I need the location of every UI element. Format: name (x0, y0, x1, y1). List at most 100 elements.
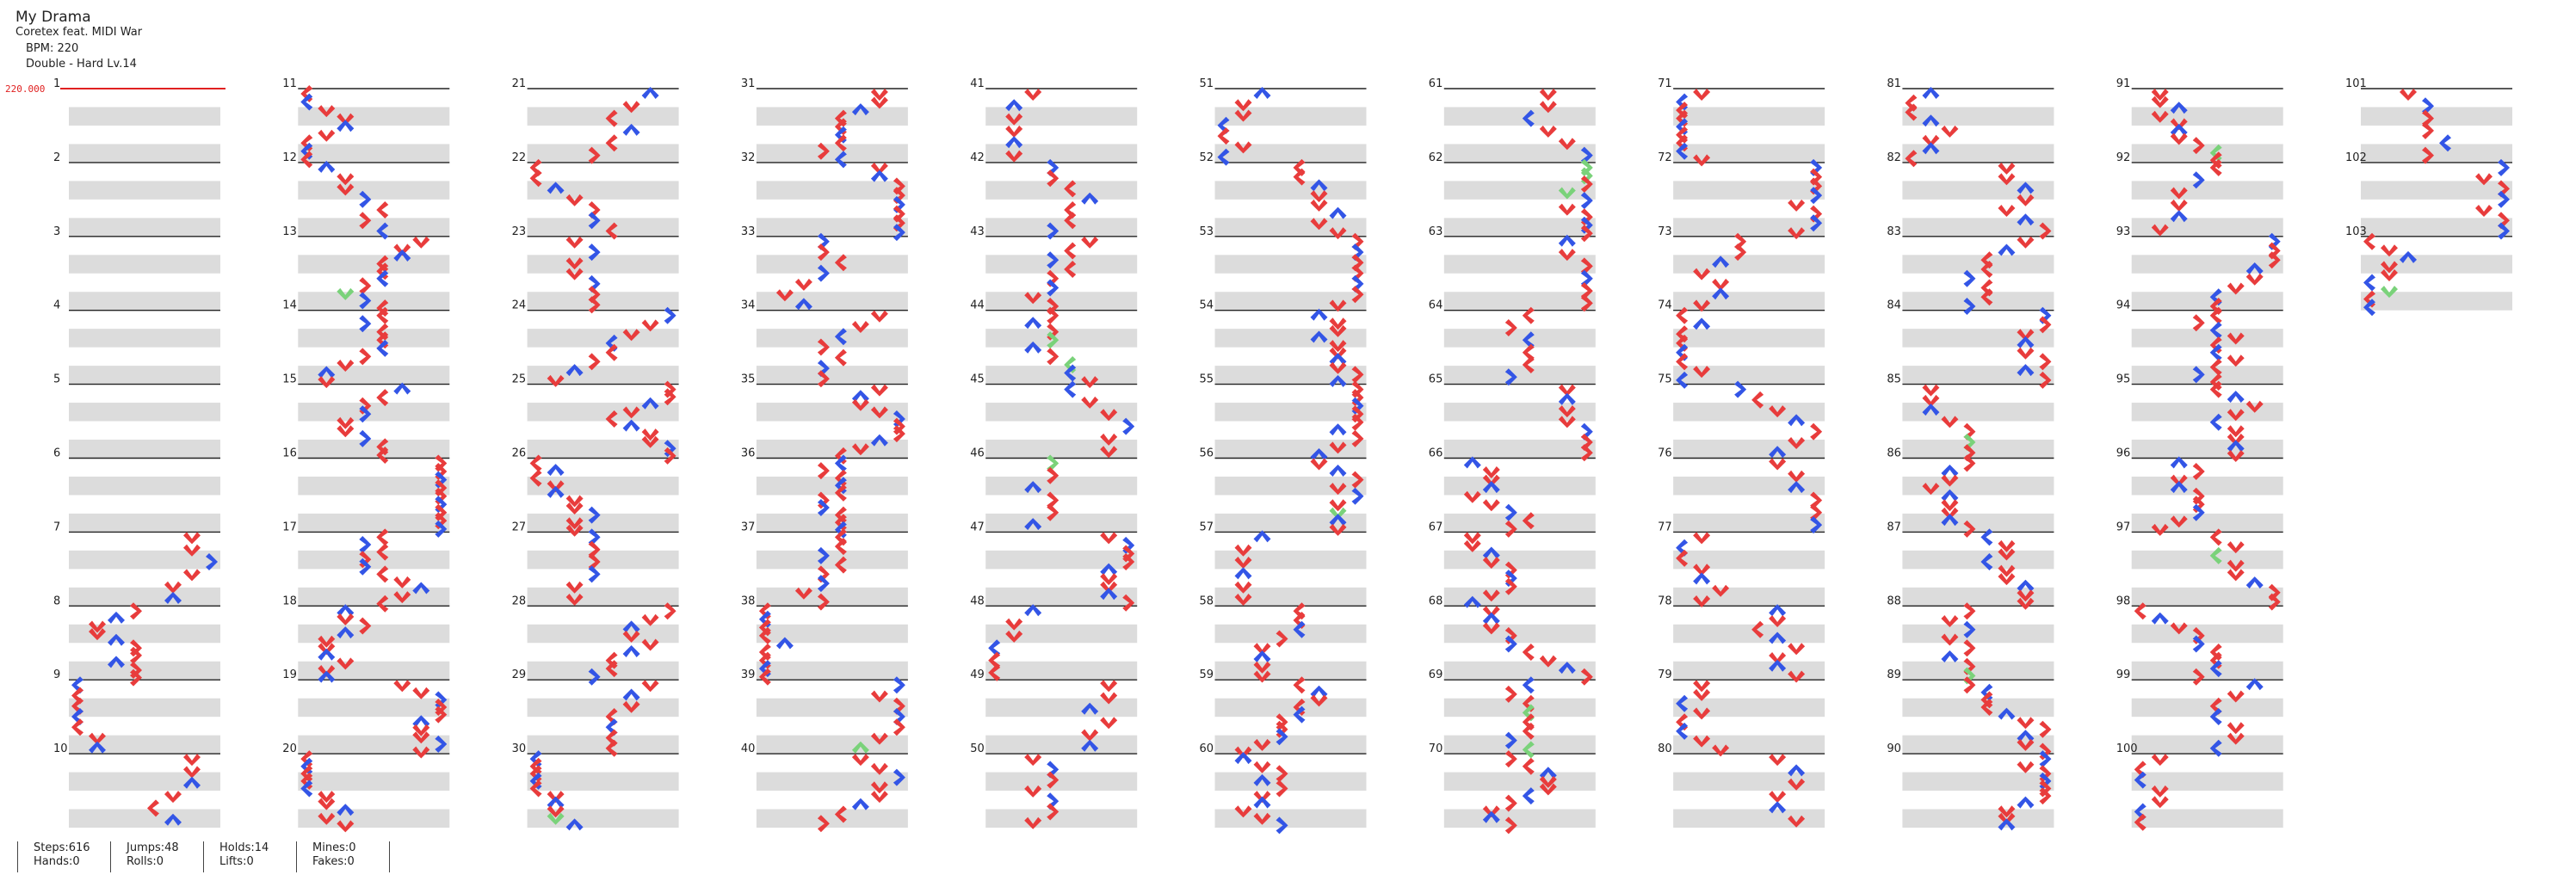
song-title: My Drama (15, 9, 91, 26)
beat-row-shade (985, 181, 1138, 200)
lifts-count: Lifts:0 (219, 855, 254, 868)
measure-block: 85 (1887, 373, 2054, 459)
measure-block: 22 (512, 151, 679, 237)
beat-row-shade (1443, 218, 1596, 237)
beat-row-shade (2131, 624, 2283, 644)
beat-row-shade (1673, 476, 1825, 496)
beat-row-shade (2361, 218, 2512, 237)
beat-row-shade (2131, 513, 2283, 533)
beat-row-shade (69, 698, 220, 718)
beat-row-shade (527, 107, 679, 126)
measure-block: 44 (970, 299, 1138, 385)
blue-step-arrow-icon (2227, 391, 2245, 404)
measure-number: 100 (2116, 742, 2138, 755)
measure-block: 69 (1429, 668, 1596, 755)
measure-block: 5 (53, 373, 220, 459)
beat-row-shade (527, 403, 679, 422)
beat-row-shade (756, 329, 908, 348)
measure-block: 70 (1429, 742, 1596, 828)
measure-block: 45 (970, 373, 1138, 459)
beat-row-shade (298, 366, 450, 385)
measure-number: 86 (1887, 447, 1901, 460)
blue-step-arrow-icon (1253, 650, 1271, 662)
red-step-arrow-icon (1788, 643, 1806, 656)
measure-number: 62 (1429, 151, 1443, 164)
beat-row-shade (69, 476, 220, 496)
measure-block: 90 (1887, 742, 2054, 828)
beat-row-shade (527, 587, 679, 607)
beat-row-shade (1214, 107, 1367, 126)
beat-row-shade (2361, 144, 2512, 163)
red-step-arrow-icon (565, 236, 584, 249)
measure-block: 94 (2116, 299, 2283, 385)
beat-row-shade (527, 329, 679, 348)
measure-block: 50 (970, 742, 1138, 828)
measure-number: 6 (53, 447, 60, 460)
beat-row-shade (985, 292, 1138, 311)
measure-number: 51 (1200, 77, 1214, 90)
measure-block: 40 (741, 742, 908, 828)
measure-number: 35 (741, 373, 756, 386)
beat-row-shade (527, 181, 679, 200)
beat-row-shade (985, 735, 1138, 755)
beat-row-shade (1214, 661, 1367, 681)
beat-row-shade (2131, 661, 2283, 681)
measure-block: 11 (282, 77, 450, 163)
measure-number: 82 (1887, 151, 1901, 164)
beat-row-shade (1673, 809, 1825, 828)
red-step-arrow-icon (393, 680, 411, 693)
beat-row-shade (527, 513, 679, 533)
red-step-arrow-icon (2400, 89, 2417, 101)
beat-row-shade (1214, 292, 1367, 311)
measure-number: 59 (1200, 668, 1214, 681)
beat-row-shade (1902, 624, 2054, 644)
measure-number: 102 (2345, 151, 2367, 164)
measure-number: 36 (741, 447, 756, 460)
beat-row-shade (69, 329, 220, 348)
measure-block: 57 (1200, 521, 1367, 607)
measure-block: 30 (512, 742, 679, 828)
beat-row-shade (69, 587, 220, 607)
red-step-arrow-icon (1522, 644, 1535, 661)
beat-row-shade (985, 550, 1138, 570)
measure-number: 75 (1658, 373, 1672, 386)
measure-block: 21 (512, 77, 679, 163)
beat-row-shade (2131, 809, 2283, 828)
beat-row-shade (2131, 107, 2283, 126)
measure-block: 32 (741, 151, 908, 237)
beat-row-shade (1214, 624, 1367, 644)
red-step-arrow-icon (834, 348, 847, 367)
beat-row-shade (527, 255, 679, 274)
red-step-arrow-icon (1998, 162, 2016, 175)
measure-number: 63 (1429, 225, 1443, 238)
red-step-arrow-icon (412, 236, 430, 249)
measure-number: 81 (1887, 77, 1901, 90)
beat-row-shade (1214, 440, 1367, 459)
measure-block: 59 (1200, 668, 1367, 755)
measure-block: 92 (2116, 151, 2283, 237)
measure-block: 86 (1887, 447, 2054, 533)
measure-number: 60 (1200, 742, 1214, 755)
measure-number: 15 (282, 373, 297, 386)
measure-block: 64 (1429, 299, 1596, 385)
beat-row-shade (1443, 107, 1596, 126)
beat-row-shade (69, 107, 220, 126)
measure-number: 103 (2345, 225, 2367, 238)
beat-row-shade (1443, 587, 1596, 607)
beat-row-shade (69, 218, 220, 237)
measure-number: 3 (53, 225, 60, 238)
measure-number: 21 (512, 77, 527, 90)
beat-row-shade (1673, 440, 1825, 459)
blue-step-arrow-icon (547, 464, 565, 477)
beat-row-shade (1902, 292, 2054, 311)
measure-number: 26 (512, 447, 527, 460)
measure-block: 34 (741, 299, 908, 385)
beat-row-shade (2361, 292, 2512, 311)
measure-block: 2 (53, 151, 220, 237)
red-step-arrow-icon (412, 687, 430, 699)
beat-row-shade (298, 772, 450, 792)
beat-row-shade (1214, 735, 1367, 755)
bpm-change-label: 220.000 (5, 83, 45, 95)
measure-block: 20 (282, 742, 450, 828)
red-step-arrow-icon (2475, 205, 2493, 217)
